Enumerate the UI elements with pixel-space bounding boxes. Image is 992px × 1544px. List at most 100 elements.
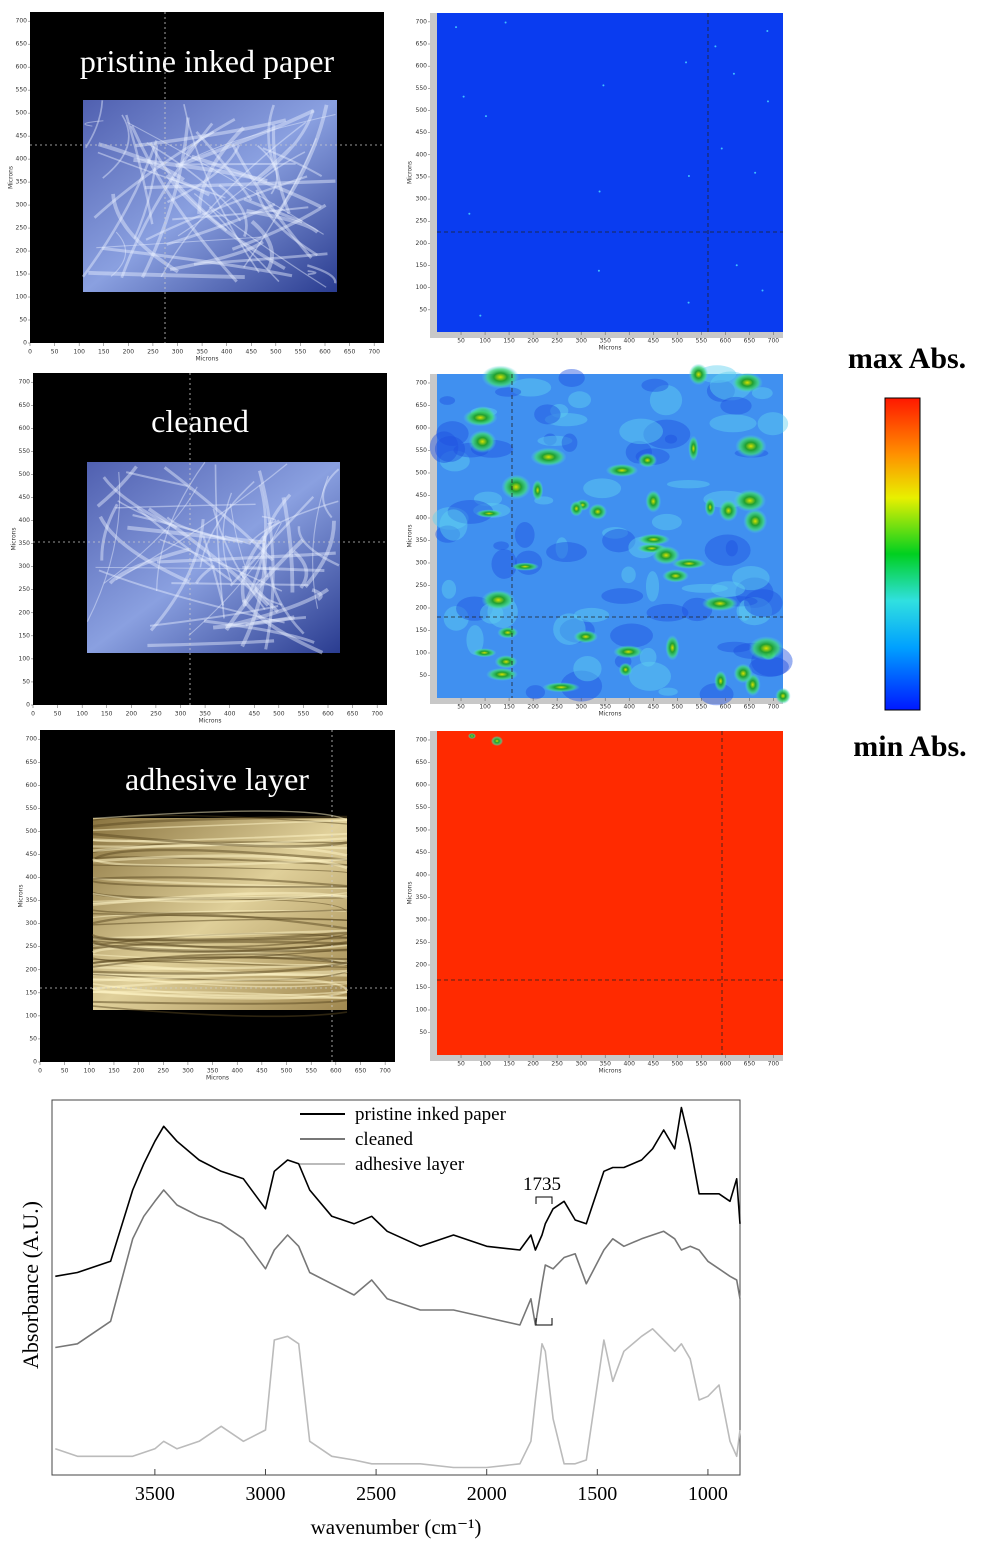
map-speck <box>463 96 465 98</box>
map-texture <box>652 514 682 530</box>
x-axis-label: Microns <box>598 1068 621 1075</box>
y-tick-label: 100 <box>416 650 428 657</box>
map-blob <box>645 490 661 512</box>
x-tick-label: 100 <box>76 711 88 718</box>
x-tick-label: 350 <box>207 1068 219 1075</box>
y-tick-label: 600 <box>416 782 428 789</box>
map-blob <box>652 546 680 565</box>
y-tick-label: 100 <box>19 655 31 662</box>
colorbar <box>885 398 920 710</box>
x-tick-label: 150 <box>503 1061 515 1068</box>
map-blob <box>469 430 497 453</box>
map-blob <box>689 364 709 386</box>
x-tick-label: 350 <box>196 349 208 356</box>
y-tick-label: 700 <box>26 736 38 743</box>
map-texture <box>646 571 659 602</box>
y-tick-label: 300 <box>416 560 428 567</box>
map-blob <box>606 464 638 477</box>
map-blob <box>473 648 497 657</box>
map-blob <box>638 453 657 468</box>
y-tick-label: 350 <box>19 540 31 547</box>
x-axis-label: Microns <box>195 356 218 363</box>
x-tick-label: 0 <box>38 1068 42 1075</box>
map-texture <box>493 541 509 550</box>
x-tick-label: 550 <box>298 711 310 718</box>
colorbar-max: max Abs. <box>848 342 966 375</box>
map-blob <box>497 627 518 639</box>
map-blob <box>714 671 727 692</box>
y-tick-label: 650 <box>416 759 428 766</box>
map-texture <box>559 369 585 387</box>
y-tick-label: 300 <box>19 563 31 570</box>
x-tick-label: 650 <box>344 349 356 356</box>
map-texture <box>744 589 783 617</box>
map-blob <box>501 475 530 500</box>
x-tick-label: 2000 <box>467 1483 507 1505</box>
map-texture <box>619 419 663 444</box>
map-speck <box>736 264 738 266</box>
x-tick-label: 150 <box>108 1068 120 1075</box>
y-tick-label: 700 <box>416 18 428 25</box>
x-tick-label: 700 <box>371 711 383 718</box>
y-tick-label: 600 <box>416 63 428 70</box>
map-texture <box>709 414 756 432</box>
map-speck <box>598 270 600 272</box>
y-tick-label: 400 <box>19 517 31 524</box>
x-tick-label: 100 <box>73 349 85 356</box>
map-blob <box>749 636 784 660</box>
map-texture <box>440 396 456 405</box>
y-tick-label: 550 <box>26 805 38 812</box>
figure: max Abs. min Abs. Absorbance (A.U.) wave… <box>0 0 992 1544</box>
map-texture <box>621 566 635 583</box>
x-tick-label: 600 <box>720 704 732 711</box>
map-texture <box>562 433 578 451</box>
map-texture <box>629 662 671 691</box>
map-speck <box>688 302 690 304</box>
map-texture <box>705 535 751 566</box>
y-tick-label: 50 <box>419 306 427 313</box>
x-tick-label: 700 <box>768 338 780 345</box>
map-blob <box>619 663 633 677</box>
x-tick-label: 300 <box>182 1068 194 1075</box>
x-tick-label: 500 <box>270 349 282 356</box>
x-tick-label: 600 <box>322 711 334 718</box>
x-tick-label: 350 <box>599 704 611 711</box>
y-tick-label: 350 <box>16 179 28 186</box>
x-tick-label: 400 <box>623 1061 635 1068</box>
map-texture <box>546 542 587 562</box>
y-tick-label: 450 <box>416 849 428 856</box>
map-texture <box>601 588 643 604</box>
y-tick-label: 550 <box>19 448 31 455</box>
panel-label: adhesive layer <box>125 761 309 797</box>
map-blob <box>665 635 679 660</box>
map-blob <box>476 509 503 517</box>
x-tick-label: 250 <box>147 349 159 356</box>
x-tick-label: 200 <box>133 1068 145 1075</box>
map-speck <box>505 21 507 23</box>
y-tick-label: 650 <box>416 41 428 48</box>
x-tick-label: 450 <box>246 349 258 356</box>
map-speck <box>688 175 690 177</box>
map-speck <box>599 190 601 192</box>
x-axis-label: wavenumber (cm⁻¹) <box>311 1515 482 1539</box>
map-texture <box>758 412 789 435</box>
y-tick-label: 100 <box>416 284 428 291</box>
y-tick-label: 400 <box>416 515 428 522</box>
x-tick-label: 500 <box>672 338 684 345</box>
x-axis-label: Microns <box>598 711 621 718</box>
x-tick-label: 100 <box>84 1068 96 1075</box>
map-texture <box>658 688 677 696</box>
y-tick-label: 400 <box>416 151 428 158</box>
x-tick-label: 400 <box>623 704 635 711</box>
x-tick-label: 450 <box>648 1061 660 1068</box>
legend-label: adhesive layer <box>355 1154 465 1175</box>
map-texture <box>667 480 710 488</box>
map-blob <box>734 664 753 684</box>
x-tick-label: 3000 <box>245 1483 285 1505</box>
x-tick-label: 650 <box>347 711 359 718</box>
y-tick-label: 200 <box>16 248 28 255</box>
map-texture <box>641 379 668 392</box>
y-tick-label: 700 <box>16 18 28 25</box>
x-tick-label: 550 <box>696 1061 708 1068</box>
y-tick-label: 200 <box>416 962 428 969</box>
